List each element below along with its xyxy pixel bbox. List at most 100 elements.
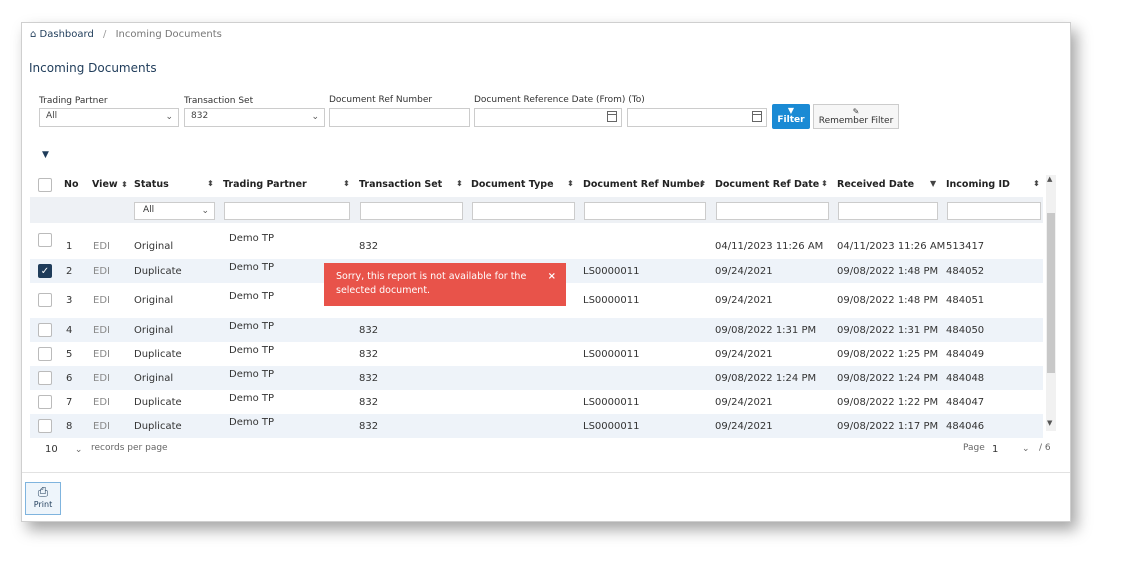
doc-ref-number-filter-input[interactable] [584,202,706,220]
row-checkbox[interactable] [38,395,52,409]
header-view-label: View [92,179,118,190]
sort-icon[interactable]: ⬍ [1033,179,1040,188]
cell-id: 484048 [946,373,985,384]
header-transaction-set[interactable]: Transaction Set [359,179,443,190]
scroll-up-icon[interactable]: ▲ [1047,175,1053,183]
page-select[interactable]: 1 ⌄ [992,444,1032,455]
document-type-filter-input[interactable] [472,202,575,220]
row-checkbox[interactable] [38,371,52,385]
transaction-set-select[interactable]: 832 ⌄ [184,108,325,127]
cell-view[interactable]: EDI [93,325,110,336]
row-checkbox[interactable] [38,347,52,361]
sort-icon[interactable]: ⬍ [821,179,828,188]
doc-ref-date-filter-input[interactable] [716,202,829,220]
cell-received: 09/08/2022 1:22 PM [837,397,939,408]
print-button[interactable]: ⎙ Print [25,482,61,515]
remember-filter-button[interactable]: ✎ Remember Filter [813,104,899,129]
cell-no: 1 [66,241,73,252]
cell-view[interactable]: EDI [93,295,110,306]
cell-tset: 832 [359,373,379,384]
cell-status: Duplicate [134,397,182,408]
cell-view[interactable]: EDI [93,397,110,408]
filter-button[interactable]: ▼ Filter [772,104,810,129]
header-status[interactable]: Status [134,179,169,190]
cell-no: 6 [66,373,73,384]
page-total: / 6 [1039,443,1051,453]
column-filter-toggle-icon[interactable]: ▼ [42,150,49,160]
cell-partner: Demo TP [229,369,275,380]
page-label: Page [963,443,985,453]
remember-filter-label: Remember Filter [818,116,894,126]
cell-no: 8 [66,421,73,432]
scroll-down-icon[interactable]: ▼ [1047,419,1053,427]
cell-view[interactable]: EDI [93,266,110,277]
sort-icon[interactable]: ⬍ [456,179,463,188]
transaction-set-value: 832 [191,111,209,121]
cell-view[interactable]: EDI [93,373,110,384]
close-icon[interactable]: × [547,271,556,282]
row-checkbox[interactable]: ✓ [38,264,52,278]
sort-icon[interactable]: ⬍ [343,179,350,188]
row-checkbox[interactable] [38,233,52,247]
select-all-checkbox[interactable] [38,178,52,192]
table-row[interactable] [30,366,1043,390]
sort-icon[interactable]: ⬍ [567,179,574,188]
chevron-down-icon: ⌄ [74,445,83,455]
cell-view[interactable]: EDI [93,421,110,432]
header-doc-ref-number[interactable]: Document Ref Number [583,179,705,190]
footer-divider [22,472,1070,473]
header-received-date[interactable]: Received Date [837,179,915,190]
header-trading-partner[interactable]: Trading Partner [223,179,307,190]
cell-received: 04/11/2023 11:26 AM [837,241,946,252]
status-filter-select[interactable]: All ⌄ [134,202,215,220]
per-page-label: records per page [91,443,168,453]
cell-status: Original [134,325,174,336]
cell-refnum: LS0000011 [583,349,640,360]
header-view[interactable]: View ⬍ [92,179,128,190]
cell-no: 4 [66,325,73,336]
header-doc-ref-date[interactable]: Document Ref Date [715,179,820,190]
row-checkbox[interactable] [38,323,52,337]
sort-icon[interactable]: ⬍ [699,179,706,188]
app-window: ⌂ Dashboard / Incoming Documents Incomin… [21,22,1071,522]
cell-refdate: 09/24/2021 [715,397,773,408]
per-page-select[interactable]: 10 ⌄ [45,444,82,455]
cell-view[interactable]: EDI [93,349,110,360]
doc-ref-date-to-input[interactable] [627,108,767,127]
header-no[interactable]: No [64,179,79,190]
table-row[interactable] [30,414,1043,438]
cell-view[interactable]: EDI [93,241,110,252]
row-checkbox[interactable] [38,293,52,307]
cell-refdate: 09/24/2021 [715,295,773,306]
page-title: Incoming Documents [29,61,157,75]
incoming-id-filter-input[interactable] [947,202,1041,220]
header-incoming-id[interactable]: Incoming ID [946,179,1010,190]
doc-ref-number-input[interactable] [329,108,470,127]
home-icon[interactable]: ⌂ [30,29,37,40]
chevron-down-icon: ⌄ [201,206,209,216]
print-label: Print [33,500,53,509]
cell-partner: Demo TP [229,321,275,332]
sort-icon[interactable]: ⬍ [207,179,214,188]
transaction-set-filter-input[interactable] [360,202,463,220]
cell-refnum: LS0000011 [583,295,640,306]
cell-partner: Demo TP [229,233,275,244]
doc-ref-date-from-input[interactable] [474,108,622,127]
cell-refdate: 09/24/2021 [715,421,773,432]
received-date-filter-input[interactable] [838,202,938,220]
trading-partner-filter-input[interactable] [224,202,350,220]
cell-partner: Demo TP [229,417,275,428]
cell-refdate: 09/24/2021 [715,349,773,360]
header-document-type[interactable]: Document Type [471,179,554,190]
scrollbar-thumb[interactable] [1047,213,1055,373]
calendar-icon[interactable] [752,111,762,122]
pin-icon: ✎ [852,107,860,116]
sort-desc-icon[interactable]: ▼ [930,179,937,188]
trading-partner-select[interactable]: All ⌄ [39,108,179,127]
calendar-icon[interactable] [607,111,617,122]
breadcrumb-dashboard[interactable]: Dashboard [39,29,94,40]
trading-partner-value: All [46,111,58,121]
table-row[interactable] [30,318,1043,342]
row-checkbox[interactable] [38,419,52,433]
sort-icon: ⬍ [120,180,128,189]
